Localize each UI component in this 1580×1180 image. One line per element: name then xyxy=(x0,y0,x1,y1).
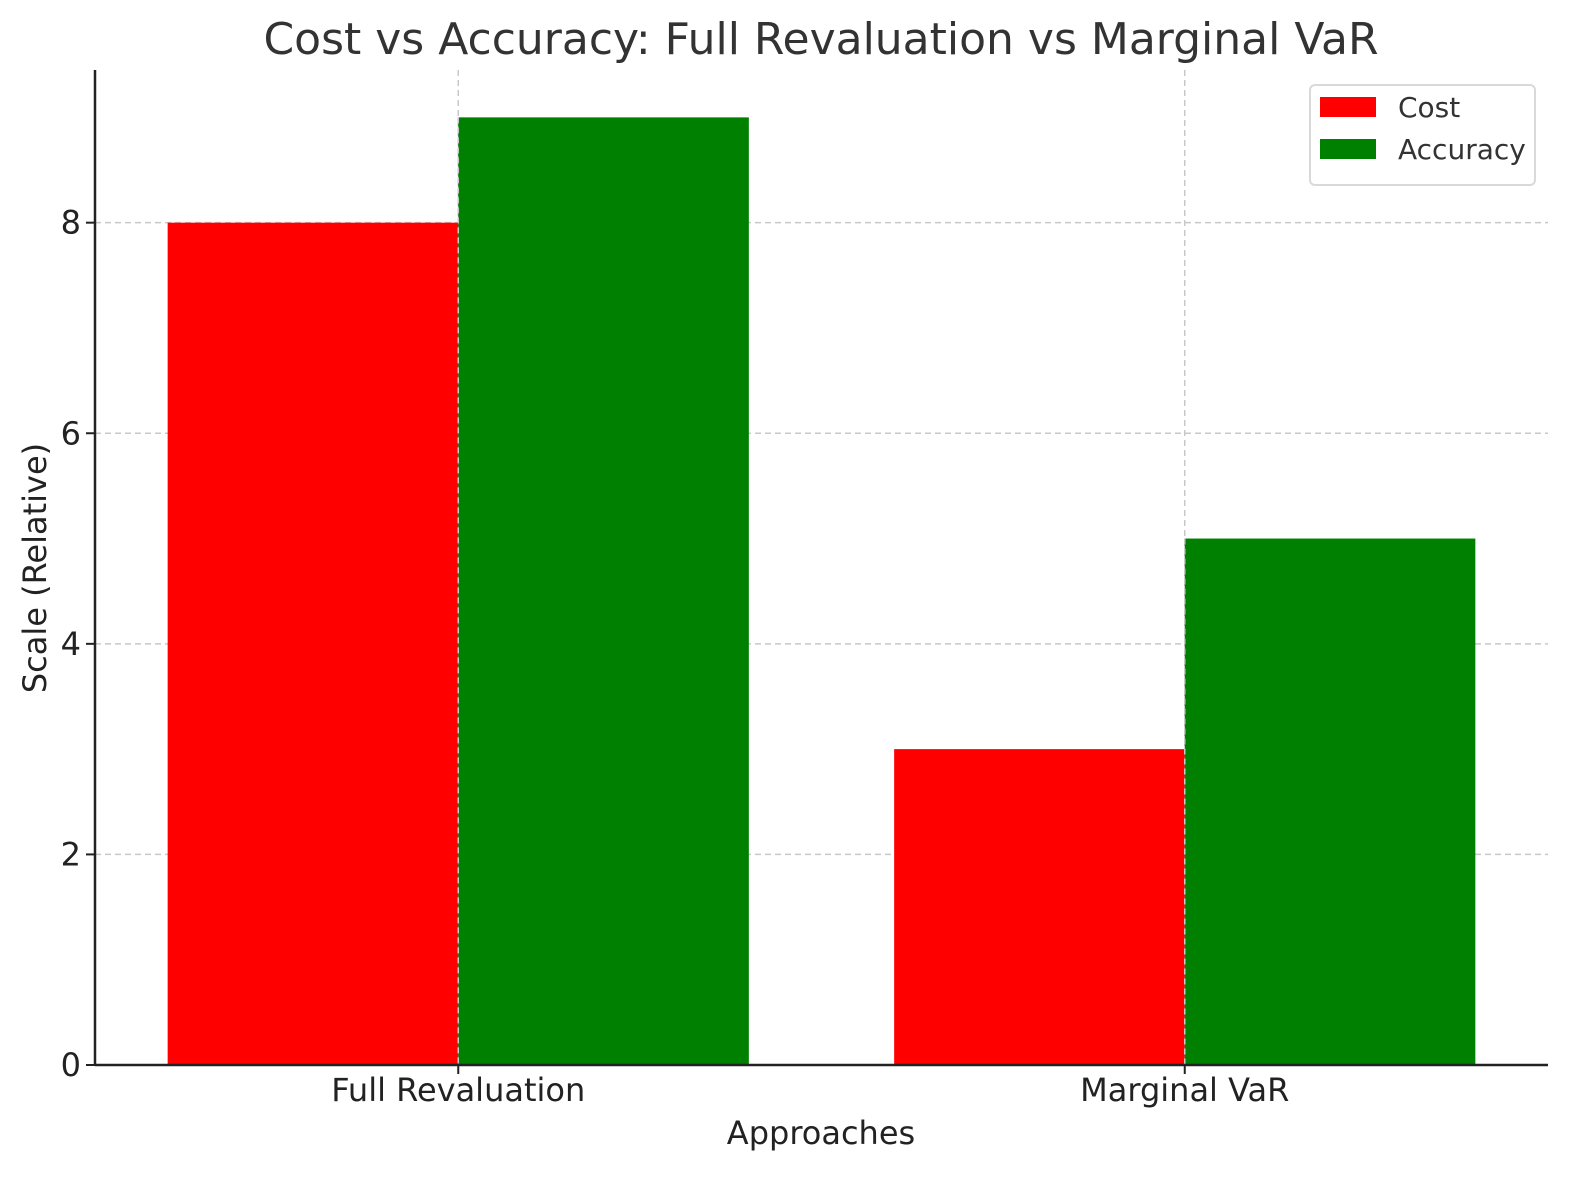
x-tick-label: Marginal VaR xyxy=(1080,1071,1289,1109)
axes-layer: 0 2 4 6 8 Full Revaluation Marginal VaR xyxy=(61,70,1548,1109)
x-tick-label: Full Revaluation xyxy=(331,1071,585,1109)
y-tick-label: 2 xyxy=(61,835,81,873)
y-axis-label: Scale (Relative) xyxy=(16,443,54,693)
bar-accuracy-1 xyxy=(1184,538,1476,1065)
legend: Cost Accuracy xyxy=(1309,84,1536,186)
y-tick-label: 0 xyxy=(61,1046,81,1084)
y-tick-label: 4 xyxy=(61,625,81,663)
legend-label-cost: Cost xyxy=(1398,91,1460,124)
bar-cost-1 xyxy=(894,749,1185,1065)
legend-swatch-cost xyxy=(1320,97,1376,117)
bars-layer xyxy=(167,117,1476,1066)
y-tick-label: 8 xyxy=(61,204,81,242)
chart-title: Cost vs Accuracy: Full Revaluation vs Ma… xyxy=(263,14,1378,65)
legend-label-accuracy: Accuracy xyxy=(1398,133,1526,166)
y-tick-label: 6 xyxy=(61,414,81,452)
bar-accuracy-0 xyxy=(458,117,749,1065)
legend-swatch-accuracy xyxy=(1320,139,1376,159)
bar-cost-0 xyxy=(167,222,459,1066)
x-axis-label: Approaches xyxy=(727,1114,915,1152)
